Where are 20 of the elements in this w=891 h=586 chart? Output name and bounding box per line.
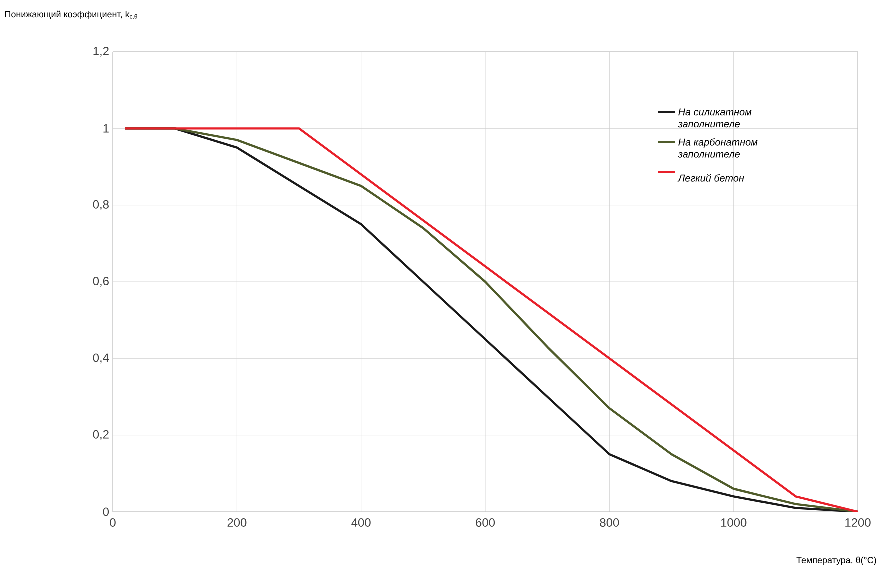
- x-tick-label: 600: [476, 518, 496, 527]
- legend-label: На силикатном заполнителе: [678, 108, 752, 128]
- x-tick-label: 1000: [721, 518, 747, 527]
- legend-label: Легкий бетон: [678, 174, 744, 182]
- line-series: [124, 128, 858, 512]
- y-tick-label: 0,4: [93, 354, 110, 364]
- y-tick-label: 0,6: [93, 277, 109, 287]
- y-tick-label: 0,8: [93, 200, 109, 210]
- y-axis-title: Понижающий коэффициент, k$_{c,θ}$: [5, 10, 138, 20]
- y-tick-label: 0: [103, 508, 110, 516]
- x-axis-title: Температура, θ(°C): [796, 556, 876, 566]
- x-tick-label: 0: [110, 518, 116, 527]
- x-tick-label: 1200: [846, 518, 871, 527]
- y-tick-label: 0,2: [93, 430, 109, 440]
- x-tick-label: 400: [352, 518, 371, 527]
- x-tick-label: 800: [600, 518, 620, 527]
- y-tick-label: 1,2: [94, 47, 109, 57]
- x-tick-label: 200: [228, 518, 247, 527]
- legend-label: На карбонатном заполнителе: [678, 138, 758, 158]
- y-tick-label: 1: [104, 124, 109, 133]
